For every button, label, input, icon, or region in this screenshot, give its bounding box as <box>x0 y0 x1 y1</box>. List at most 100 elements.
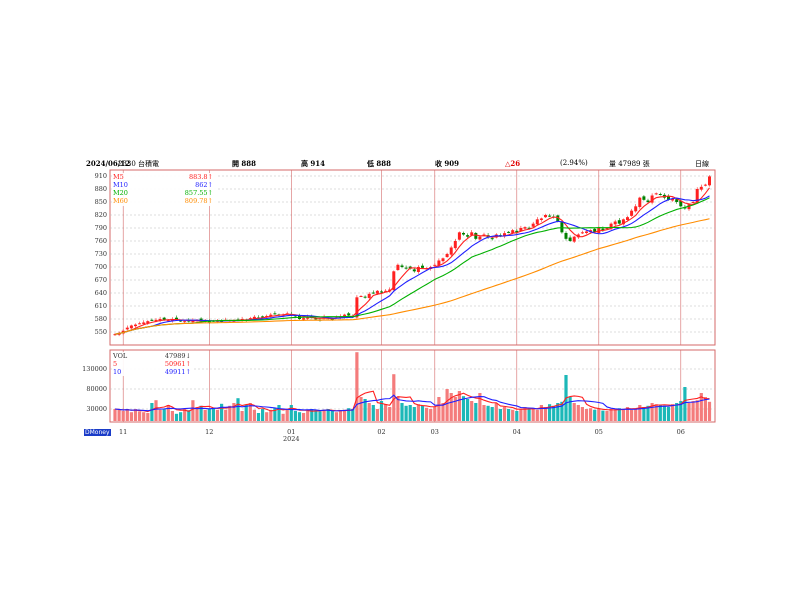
volume-bar <box>179 412 183 421</box>
candle-down <box>404 267 408 269</box>
legend-name: VOL <box>113 352 128 360</box>
volume-bar <box>236 398 240 421</box>
volume-bar <box>330 411 334 421</box>
candle-up <box>252 316 256 319</box>
candle-down <box>617 220 621 224</box>
candle-down <box>679 200 683 207</box>
volume-bar <box>310 409 314 421</box>
candle-up <box>576 234 580 238</box>
high-price: 高 914 <box>301 159 326 168</box>
candle-up <box>384 290 388 292</box>
legend-name: M60 <box>113 197 128 205</box>
volume-bar <box>273 408 277 421</box>
volume-bar <box>281 413 285 421</box>
ma20-line <box>114 197 710 335</box>
candle-up <box>621 219 625 225</box>
volume-bar <box>552 405 556 421</box>
volume-bar <box>625 407 630 421</box>
volume-bar <box>183 409 187 421</box>
volume-bar <box>597 409 601 421</box>
volume-bar <box>256 413 261 421</box>
candle-up <box>306 316 310 319</box>
candle-down <box>527 227 531 229</box>
candle-up <box>503 233 506 237</box>
price-tick-label: 640 <box>95 289 107 297</box>
candle-down <box>490 238 494 240</box>
volume-bar <box>154 400 158 421</box>
legend-name: 5 <box>113 360 118 368</box>
volume-bar <box>556 403 560 421</box>
candle-down <box>273 313 277 315</box>
volume-bar <box>125 409 129 421</box>
legend-row: M10 862↑ <box>113 181 213 189</box>
volume-bar <box>445 389 449 421</box>
candle-up <box>671 198 675 201</box>
candle-up <box>129 325 133 329</box>
stock-name: 2330 台積電 <box>118 160 160 168</box>
volume-bar <box>371 405 375 421</box>
candle-up <box>142 322 146 324</box>
volume-bar <box>548 404 552 421</box>
candle-down <box>568 237 572 241</box>
volume-bar <box>675 403 679 421</box>
volume-bar <box>457 391 461 421</box>
volume-bar <box>191 400 195 421</box>
volume-bar <box>215 409 220 421</box>
volume-tick-label: 30000 <box>86 405 107 413</box>
volume-bar <box>515 411 519 421</box>
volume-bar <box>170 411 174 421</box>
volume-bar <box>314 409 318 421</box>
volume-bar <box>699 393 703 421</box>
candle-up <box>343 314 347 318</box>
volume-bar <box>408 405 412 421</box>
volume-bar <box>527 408 531 421</box>
x-tick-label: 01 <box>287 428 295 436</box>
candle-down <box>150 319 154 321</box>
candle-down <box>642 196 646 200</box>
volume-bar <box>584 409 589 421</box>
volume-bar <box>334 412 338 421</box>
volume-bar <box>396 397 400 421</box>
volume-bar <box>425 407 429 421</box>
volume-bar <box>478 393 482 421</box>
x-tick-year: 2024 <box>283 435 300 443</box>
volume-bar <box>248 403 252 421</box>
volume-bar <box>630 409 634 421</box>
volume-bar <box>379 401 384 421</box>
candle-up <box>134 324 137 327</box>
legend-row: VOL 47989↓ <box>113 352 191 360</box>
volume-bar <box>187 410 191 421</box>
volume-bar <box>121 411 125 421</box>
volume-bar <box>363 399 367 421</box>
volume-bar <box>572 403 576 421</box>
candle-up <box>544 214 547 218</box>
candle-down <box>646 200 650 202</box>
candle-down <box>548 215 552 217</box>
volume-bar <box>511 409 515 421</box>
candle-up <box>613 221 617 225</box>
candle-up <box>539 218 543 220</box>
volume-bar <box>199 405 203 421</box>
volume-bar <box>117 409 121 421</box>
volume-bar <box>519 409 523 421</box>
volume-bar <box>466 399 470 421</box>
candle-up <box>523 227 527 229</box>
volume-bar <box>683 387 687 421</box>
volume-bar <box>326 409 330 421</box>
candle-up <box>113 334 117 336</box>
volume-bar <box>449 393 453 421</box>
volume-bar <box>691 401 695 421</box>
volume-bar <box>666 407 671 421</box>
legend-value: 47989↓ <box>164 352 191 360</box>
close-price: 收 909 <box>435 159 460 168</box>
candle-down <box>462 232 465 235</box>
legend-row: 10 49911↑ <box>113 368 191 376</box>
candle-up <box>375 290 379 294</box>
period-selector[interactable]: 日線 <box>695 160 709 168</box>
volume-bar <box>601 410 605 421</box>
volume-tick-label: 130000 <box>82 365 107 373</box>
volume-bar <box>138 411 142 421</box>
candle-up <box>695 188 699 203</box>
volume-bar <box>174 413 179 421</box>
volume-bar <box>412 407 416 421</box>
